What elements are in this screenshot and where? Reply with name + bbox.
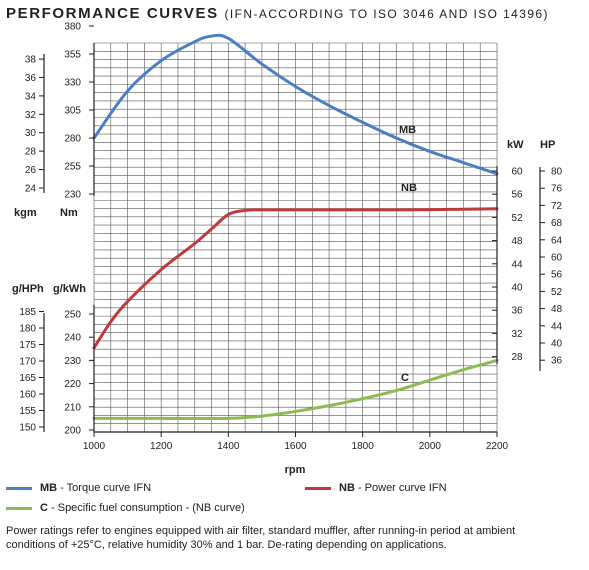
gkwh-tick-label: 200 [64, 426, 81, 437]
hp-tick-label: 40 [551, 339, 563, 350]
hp-tick-label: 52 [551, 287, 563, 298]
hp-tick-label: 80 [551, 167, 563, 178]
kw-tick-label: 40 [511, 283, 523, 294]
x-tick-label: 1600 [284, 441, 307, 452]
title-main: PERFORMANCE CURVES [6, 5, 219, 22]
kgm-tick-label: 28 [25, 147, 37, 158]
performance-chart: MB NB C 1000 1200 1400 1600 1800 2000 2200 rpm 24 2… [12, 22, 563, 477]
ghph-tick-label: 185 [19, 307, 36, 318]
x-tick-label: 2200 [486, 441, 509, 452]
hp-tick-label: 60 [551, 253, 563, 264]
curve-mb [92, 33, 499, 176]
legend-code-nb: NB [339, 482, 355, 494]
nm-tick-label: 230 [64, 190, 81, 201]
nm-tick-label: 380 [64, 22, 81, 33]
nm-tick-label: 355 [64, 50, 81, 61]
legend-text-mb: - Torque curve IFN [57, 482, 152, 494]
gkwh-tick-label: 230 [64, 356, 81, 367]
nm-tick-label: 305 [64, 106, 81, 117]
kgm-tick-label: 30 [25, 128, 37, 139]
curve-c [92, 358, 499, 421]
x-tick-label: 1000 [83, 441, 106, 452]
hp-axis-label: HP [540, 139, 555, 151]
nm-tick-label: 280 [64, 134, 81, 145]
gkwh-tick-label: 210 [64, 402, 81, 413]
hp-tick-label: 48 [551, 304, 563, 315]
kw-tick-label: 48 [511, 236, 523, 247]
ghph-tick-label: 170 [19, 357, 36, 368]
nm-axis-label: Nm [60, 207, 78, 219]
legend-code-c: C [40, 502, 48, 514]
legend-item-nb: NB - Power curve IFN [305, 482, 447, 494]
hp-tick-label: 44 [551, 321, 563, 332]
nm-tick-label: 330 [64, 78, 81, 89]
kw-tick-label: 28 [511, 352, 523, 363]
kw-tick-label: 44 [511, 259, 523, 270]
hp-tick-label: 36 [551, 356, 563, 367]
gkwh-axis-label: g/kWh [53, 283, 86, 295]
hp-tick-label: 72 [551, 201, 563, 212]
ghph-tick-label: 165 [19, 373, 36, 384]
ghph-tick-label: 155 [19, 406, 36, 417]
ghph-tick-label: 150 [19, 423, 36, 434]
kgm-tick-label: 26 [25, 165, 37, 176]
kgm-axis-label: kgm [14, 207, 37, 219]
kw-tick-label: 56 [511, 190, 523, 201]
x-tick-label: 1200 [150, 441, 173, 452]
chart-grid [93, 42, 498, 433]
curve-label-nb: NB [401, 182, 417, 194]
kgm-tick-label: 24 [25, 184, 37, 195]
legend-item-mb: MB - Torque curve IFN [6, 482, 151, 494]
kgm-tick-label: 34 [25, 91, 37, 102]
hp-tick-label: 76 [551, 184, 563, 195]
legend-item-c: C - Specific fuel consumption - (NB curv… [6, 502, 245, 514]
ghph-tick-label: 160 [19, 390, 36, 401]
x-axis-label: rpm [285, 464, 306, 476]
curve-label-mb: MB [399, 124, 416, 136]
kgm-tick-label: 38 [25, 55, 37, 66]
kgm-tick-label: 36 [25, 73, 37, 84]
kw-tick-label: 36 [511, 306, 523, 317]
kgm-tick-label: 32 [25, 110, 37, 121]
legend-swatch-mb [6, 486, 32, 490]
x-tick-label: 1800 [352, 441, 375, 452]
ghph-tick-label: 180 [19, 324, 36, 335]
kw-tick-label: 32 [511, 329, 523, 340]
legend-swatch-nb [305, 486, 331, 490]
hp-tick-label: 56 [551, 270, 563, 281]
chart-curves: MB NB C [92, 33, 499, 421]
legend-swatch-c [6, 506, 32, 510]
footnote: Power ratings refer to engines equipped … [6, 525, 516, 551]
nm-tick-label: 255 [64, 162, 81, 173]
gkwh-tick-label: 240 [64, 333, 81, 344]
ghph-tick-label: 175 [19, 340, 36, 351]
hp-tick-label: 68 [551, 218, 563, 229]
legend-code-mb: MB [40, 482, 58, 494]
x-tick-label: 1400 [217, 441, 240, 452]
legend-text-nb: - Power curve IFN [354, 482, 447, 494]
hp-tick-label: 64 [551, 235, 563, 246]
x-tick-label: 2000 [419, 441, 442, 452]
chart-title: PERFORMANCE CURVES (IFN-ACCORDING TO ISO… [6, 5, 549, 22]
kw-tick-label: 60 [511, 167, 523, 178]
kw-tick-label: 52 [511, 213, 523, 224]
gkwh-tick-label: 250 [64, 310, 81, 321]
chart-axes: 1000 1200 1400 1600 1800 2000 2200 rpm 24 26 28 30 3… [12, 22, 563, 477]
ghph-axis-label: g/HPh [12, 283, 44, 295]
gkwh-tick-label: 220 [64, 379, 81, 390]
kw-axis-label: kW [507, 139, 524, 151]
legend-text-c: - Specific fuel consumption - (NB curve) [47, 502, 245, 514]
curve-label-c: C [401, 372, 409, 384]
title-subtitle: (IFN-ACCORDING TO ISO 3046 AND ISO 14396… [224, 7, 549, 21]
curve-nb [92, 207, 499, 350]
